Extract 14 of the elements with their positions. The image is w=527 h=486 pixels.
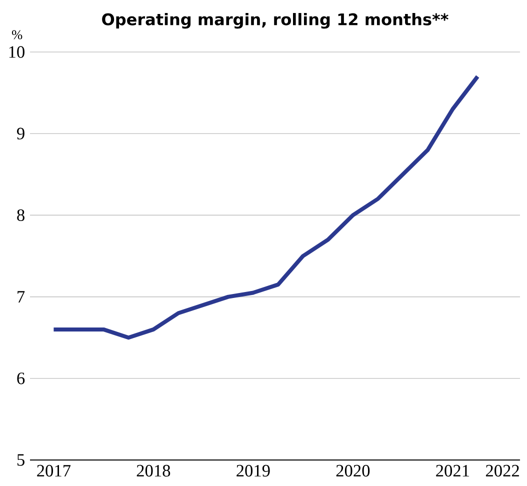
y-tick-label: 9 bbox=[17, 128, 24, 140]
x-tick-label: 2019 bbox=[236, 464, 270, 477]
x-tick-label: 2017 bbox=[37, 464, 71, 477]
x-tick-label: 2020 bbox=[336, 464, 370, 477]
y-tick-label: 5 bbox=[17, 454, 24, 466]
x-tick-label: 2018 bbox=[136, 464, 170, 477]
x-tick-label: 2021 bbox=[436, 464, 469, 477]
x-tick-label: 2022 bbox=[486, 464, 519, 477]
y-tick-label: 6 bbox=[17, 372, 25, 384]
y-tick-label: 7 bbox=[18, 291, 25, 302]
y-tick-label: 10 bbox=[9, 46, 24, 58]
chart-title: Operating margin, rolling 12 months** bbox=[102, 13, 448, 29]
y-axis-title: % bbox=[12, 30, 22, 40]
y-tick-label: 8 bbox=[17, 209, 24, 222]
